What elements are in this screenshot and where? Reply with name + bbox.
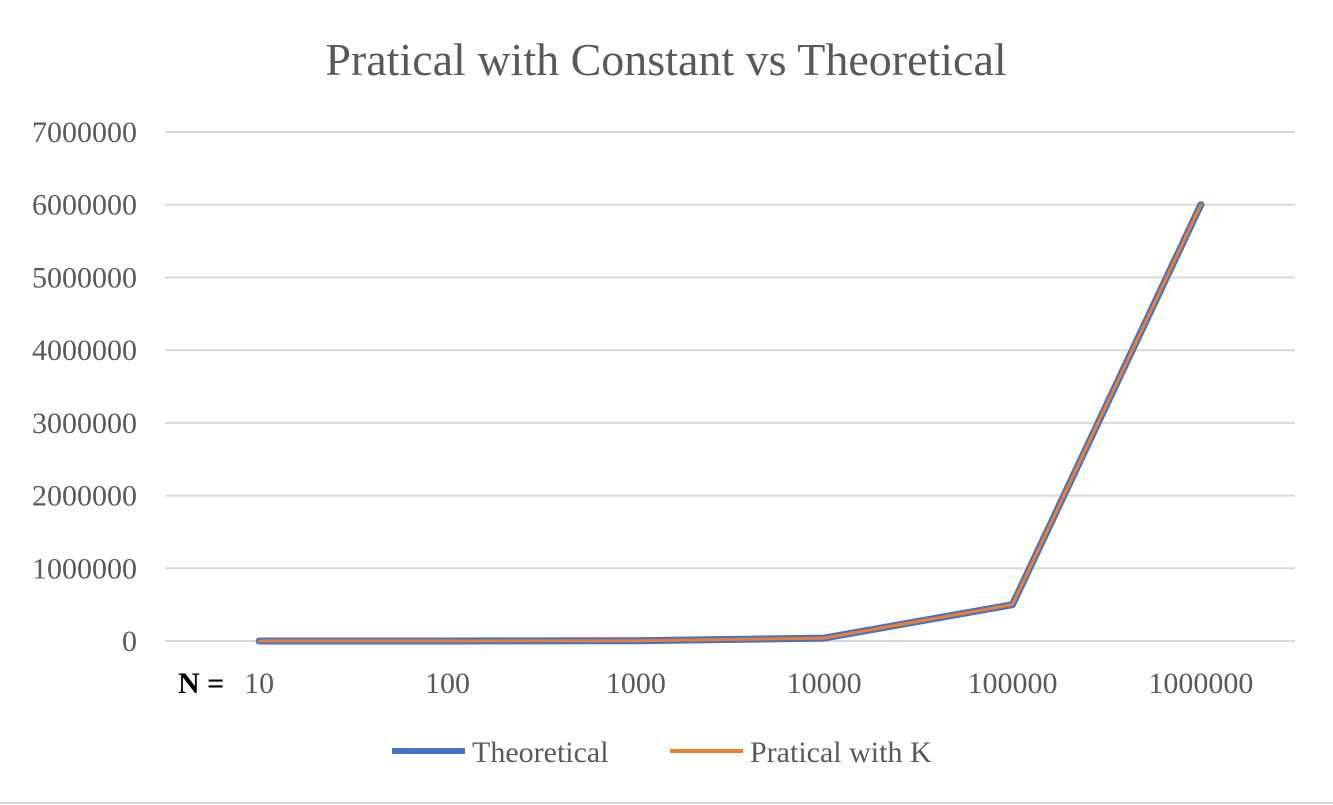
x-tick-label: 100000 [968,667,1058,700]
chart-title: Pratical with Constant vs Theoretical [325,34,1006,85]
x-axis-ticks: 10 100 1000 10000 100000 1000000 [244,667,1253,700]
x-tick-label: 100 [425,667,470,700]
x-axis-prefix: N = [178,667,224,700]
y-tick-label: 4000000 [32,334,137,367]
y-tick-label: 7000000 [32,116,137,149]
x-tick-label: 10 [244,667,274,700]
legend-label-pratical: Pratical with K [750,736,932,769]
x-tick-label: 1000 [606,667,666,700]
x-tick-label: 1000000 [1148,667,1253,700]
y-tick-label: 2000000 [32,480,137,513]
legend: Theoretical Pratical with K [392,736,932,769]
y-tick-label: 6000000 [32,189,137,222]
y-tick-label: 5000000 [32,261,137,294]
x-tick-label: 10000 [787,667,862,700]
y-tick-label: 3000000 [32,407,137,440]
y-tick-label: 0 [122,625,137,658]
series-lines [255,201,1205,645]
y-axis-ticks: 0 1000000 2000000 3000000 4000000 5000000 6000… [32,116,137,658]
y-tick-label: 1000000 [32,552,137,585]
legend-label-theoretical: Theoretical [472,736,609,769]
gridlines [165,131,1295,642]
series-line-pratical-with-k [257,203,1203,643]
